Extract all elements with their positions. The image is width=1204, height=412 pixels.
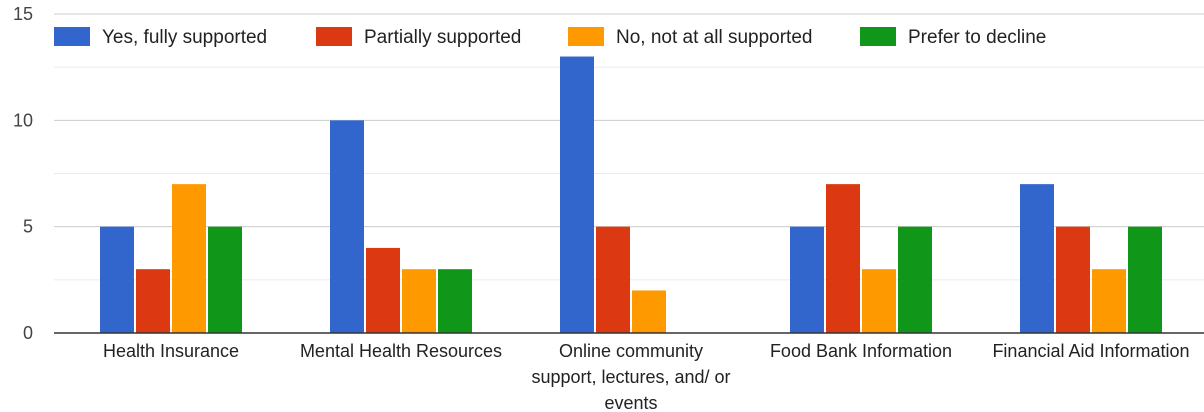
bar-yes-fully-supported — [330, 120, 364, 333]
legend-label: Prefer to decline — [908, 27, 1046, 48]
bar-yes-fully-supported — [1020, 184, 1054, 333]
bar-prefer-to-decline — [898, 226, 932, 333]
bar-yes-fully-supported — [790, 226, 824, 333]
bar-partially-supported — [596, 226, 630, 333]
y-tick-label: 10 — [13, 110, 33, 130]
x-category-label: Health Insurance — [103, 341, 239, 361]
legend-swatch — [316, 27, 352, 46]
y-tick-label: 0 — [23, 323, 33, 343]
category-labels: Health Insurance Mental Health Resources O… — [103, 341, 1190, 412]
bar-partially-supported — [826, 184, 860, 333]
legend: Yes, fully supported Partially supported N… — [54, 27, 1046, 48]
bar-partially-supported — [136, 269, 170, 333]
y-tick-label: 5 — [23, 217, 33, 237]
bar-no-not-at-all-supported — [1092, 269, 1126, 333]
y-tick-label: 15 — [13, 4, 33, 24]
legend-swatch — [54, 27, 90, 46]
x-category-label: Food Bank Information — [770, 341, 952, 361]
x-category-label: Mental Health Resources — [300, 341, 502, 361]
x-category-label: Financial Aid Information — [992, 341, 1189, 361]
bar-prefer-to-decline — [438, 269, 472, 333]
y-axis-tick-labels: 0 5 10 15 — [13, 4, 33, 343]
gridlines — [54, 13, 1204, 281]
legend-label: Partially supported — [364, 27, 521, 48]
bars — [100, 56, 1162, 334]
legend-label: Yes, fully supported — [102, 27, 267, 48]
bar-no-not-at-all-supported — [632, 290, 666, 333]
legend-swatch — [860, 27, 896, 46]
bar-partially-supported — [366, 247, 400, 333]
bar-yes-fully-supported — [560, 56, 594, 334]
bar-no-not-at-all-supported — [172, 184, 206, 333]
bar-no-not-at-all-supported — [402, 269, 436, 333]
bar-prefer-to-decline — [208, 226, 242, 333]
legend-label: No, not at all supported — [616, 27, 812, 48]
x-category-label: Online community support, lectures, and/ … — [531, 341, 730, 412]
bar-partially-supported — [1056, 226, 1090, 333]
bar-prefer-to-decline — [1128, 226, 1162, 333]
bar-yes-fully-supported — [100, 226, 134, 333]
legend-swatch — [568, 27, 604, 46]
bar-no-not-at-all-supported — [862, 269, 896, 333]
